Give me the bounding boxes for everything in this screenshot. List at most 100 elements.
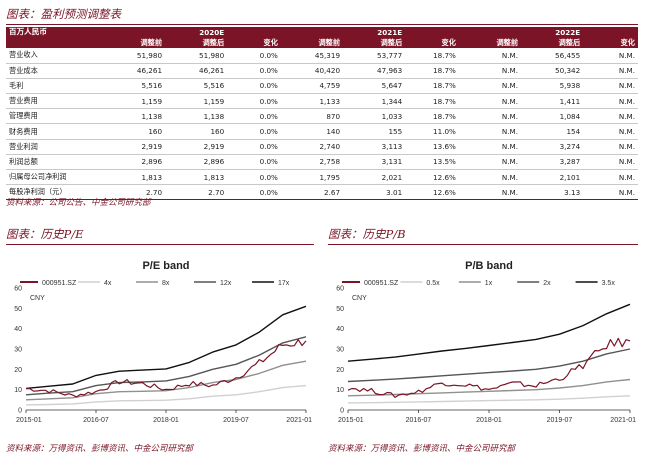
x-tick-label: 2021-01: [286, 417, 312, 424]
table-cell: 3.01: [343, 184, 406, 201]
table-cell: N.M.: [458, 48, 522, 64]
table-cell: 18.7%: [405, 93, 459, 110]
table-cell: 45,319: [280, 48, 344, 64]
col-header: 变化: [583, 38, 638, 48]
table-cell: N.M.: [458, 139, 522, 155]
table-cell: 1,138: [102, 108, 166, 125]
table-cell: 1,344: [343, 93, 406, 110]
table-cell: N.M.: [583, 184, 638, 201]
table-row: 财务费用 160 160 0.0% 140 155 11.0% N.M. 154 N.M.: [6, 123, 638, 140]
y-tick-label: 50: [14, 306, 22, 313]
table-row: 归属母公司净利润 1,813 1,813 0.0% 1,795 2,021 12.6% N.M…: [6, 169, 638, 186]
table-cell: 1,033: [343, 108, 406, 125]
table-cell: 0.0%: [227, 184, 281, 201]
pb-figure-title: 图表：历史P/B: [328, 227, 406, 241]
x-tick-label: 2016-07: [406, 417, 432, 424]
y-tick-label: 60: [336, 286, 344, 293]
table-cell: 0.0%: [227, 63, 281, 79]
table-cell: 0.0%: [227, 123, 281, 140]
table-title-rule: [6, 24, 638, 25]
col-header: 变化: [405, 38, 459, 48]
table-cell: 50,342: [521, 63, 584, 79]
table-cell: 1,133: [280, 93, 344, 110]
y-tick-label: 50: [336, 306, 344, 313]
table-cell: 18.7%: [405, 63, 459, 79]
band-series-line: [25, 360, 307, 401]
table-figure-title: 图表：盈利预测调整表: [6, 7, 121, 21]
table-cell: N.M.: [583, 78, 638, 95]
table-cell: 3,113: [343, 139, 406, 155]
chart-title: P/E band: [142, 260, 189, 272]
table-cell: 56,455: [521, 48, 584, 64]
chart-title: P/B band: [465, 260, 513, 272]
col-header: 调整后: [165, 38, 228, 48]
table-cell: N.M.: [583, 123, 638, 140]
col-header: 变化: [227, 38, 281, 48]
table-cell: 0.0%: [227, 48, 281, 64]
x-tick-label: 2015-01: [16, 417, 42, 424]
table-cell: 1,159: [165, 93, 228, 110]
row-label: 归属母公司净利润: [6, 169, 103, 186]
table-cell: N.M.: [583, 154, 638, 171]
y-tick-label: 40: [336, 326, 344, 333]
table-cell: 18.7%: [405, 48, 459, 64]
row-label: 管理费用: [6, 108, 103, 125]
table-cell: 2,758: [280, 154, 344, 171]
legend-label: 12x: [220, 280, 232, 287]
table-row: 营业利润 2,919 2,919 0.0% 2,740 3,113 13.6% N.M. 3,2…: [6, 139, 638, 155]
table-cell: 5,647: [343, 78, 406, 95]
y-tick-label: 0: [18, 408, 22, 415]
table-row: 营业收入 51,980 51,980 0.0% 45,319 53,777 18.7% N.M…: [6, 48, 638, 64]
table-cell: 1,813: [165, 169, 228, 186]
band-series-line: [347, 395, 631, 404]
table-cell: 2,101: [521, 169, 584, 186]
price-series-line: [26, 339, 307, 398]
y-tick-label: 40: [14, 326, 22, 333]
y-tick-label: 60: [14, 286, 22, 293]
table-cell: N.M.: [458, 108, 522, 125]
table-cell: 40,420: [280, 63, 344, 79]
table-cell: N.M.: [458, 169, 522, 186]
pe-figure-title: 图表：历史P/E: [6, 227, 84, 241]
table-cell: 0.0%: [227, 139, 281, 155]
x-tick-label: 2015-01: [338, 417, 364, 424]
pe-source-note: 资料来源：万得资讯、彭博资讯、中金公司研究部: [6, 444, 194, 454]
row-label: 每股净利润（元）: [6, 184, 103, 201]
row-label: 营业成本: [6, 63, 103, 79]
table-cell: 51,980: [102, 48, 166, 64]
row-label: 营业费用: [6, 93, 103, 110]
table-cell: N.M.: [458, 123, 522, 140]
table-cell: 2,896: [165, 154, 228, 171]
table-row: 营业费用 1,159 1,159 0.0% 1,133 1,344 18.7% N.M. 1,4…: [6, 93, 638, 110]
legend-label: 4x: [104, 280, 112, 287]
table-cell: 11.0%: [405, 123, 459, 140]
table-cell: 1,795: [280, 169, 344, 186]
legend-label: 17x: [278, 280, 290, 287]
table-cell: 4,759: [280, 78, 344, 95]
col-header: 调整后: [521, 38, 584, 48]
table-cell: 2.70: [165, 184, 228, 201]
y-axis-label: CNY: [352, 295, 367, 302]
year-header: 2021E: [280, 27, 406, 38]
band-series-line: [25, 384, 307, 406]
y-tick-label: 20: [336, 367, 344, 374]
table-cell: 0.0%: [227, 108, 281, 125]
table-cell: 0.0%: [227, 78, 281, 95]
year-header: 2020E: [102, 27, 228, 38]
table-cell: N.M.: [583, 63, 638, 79]
legend-label: 3.5x: [602, 280, 616, 287]
table-cell: 154: [521, 123, 584, 140]
band-series-line: [25, 336, 307, 396]
forecast-table: 百万人民币 2020E 2021E 2022E 调整前 调整后 变化 调整前 调…: [6, 27, 638, 201]
table-cell: 3,274: [521, 139, 584, 155]
table-cell: 870: [280, 108, 344, 125]
table-cell: 13.5%: [405, 154, 459, 171]
year-header: 2022E: [458, 27, 584, 38]
table-cell: 3,131: [343, 154, 406, 171]
table-cell: 5,516: [102, 78, 166, 95]
band-series-line: [347, 303, 631, 362]
table-cell: 12.6%: [405, 169, 459, 186]
table-cell: 160: [102, 123, 166, 140]
y-tick-label: 10: [336, 387, 344, 394]
table-cell: 2,919: [165, 139, 228, 155]
